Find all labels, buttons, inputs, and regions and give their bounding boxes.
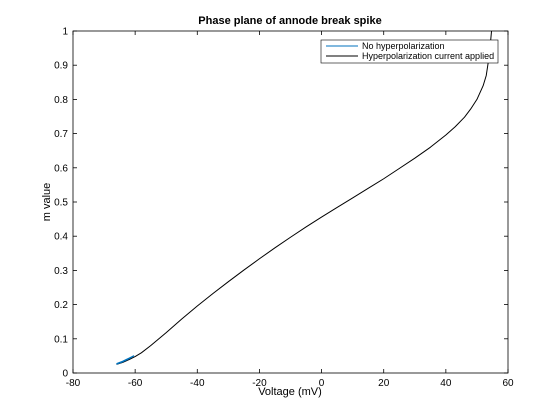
legend: No hyperpolarization Hyperpolarization c… (320, 39, 499, 64)
x-axis-label: Voltage (mV) (258, 386, 322, 398)
y-tick-label: 0.9 (54, 61, 68, 72)
x-tick-label: -80 (66, 378, 81, 389)
y-tick-label: 0.6 (54, 163, 68, 174)
series-layer (116, 30, 493, 365)
y-tick-label: 0.1 (54, 334, 68, 345)
series-line-no-hyperpolarization (116, 355, 135, 365)
series-line-hyperpolarization-applied (116, 30, 493, 365)
x-tick-label: -40 (190, 378, 205, 389)
legend-label-no-hyperpolarization: No hyperpolarization (362, 41, 445, 51)
x-tick-label: -20 (252, 378, 267, 389)
legend-label-hyperpolarization-applied: Hyperpolarization current applied (362, 51, 494, 61)
x-tick-label: -60 (128, 378, 143, 389)
tick-layer: -80 -60 -40 -20 0 20 40 60 0 0.1 0.2 0.3 0.4 0.5 0.6 0.… (54, 27, 514, 390)
plot-area (73, 31, 508, 373)
x-tick-label: 60 (502, 378, 514, 389)
plot-frame (72, 30, 509, 374)
y-axis-label: m value (41, 183, 53, 222)
chart-title: Phase plane of annode break spike (198, 15, 381, 27)
legend-box (320, 39, 499, 64)
x-tick-label: 20 (378, 378, 390, 389)
x-tick-label: 40 (440, 378, 452, 389)
y-tick-label: 0.2 (54, 300, 68, 311)
x-tick-label: 0 (319, 378, 325, 389)
y-tick-label: 0.8 (54, 95, 68, 106)
y-tick-label: 0.5 (54, 198, 68, 209)
y-tick-label: 0.3 (54, 266, 68, 277)
y-tick-label: 0.7 (54, 129, 68, 140)
y-tick-label: 0.4 (54, 232, 68, 243)
y-tick-label: 1 (62, 27, 68, 38)
y-tick-label: 0 (62, 369, 68, 380)
